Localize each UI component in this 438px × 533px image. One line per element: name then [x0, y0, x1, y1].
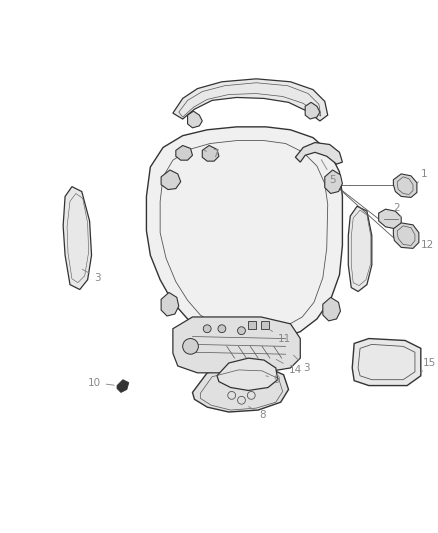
- Circle shape: [218, 325, 226, 333]
- Text: 2: 2: [393, 203, 401, 218]
- Polygon shape: [173, 79, 328, 121]
- Polygon shape: [63, 187, 92, 289]
- Text: 5: 5: [321, 159, 336, 185]
- Polygon shape: [325, 170, 343, 193]
- Text: 10: 10: [88, 377, 114, 387]
- Polygon shape: [161, 170, 181, 190]
- Polygon shape: [173, 317, 300, 373]
- Text: 11: 11: [270, 330, 291, 344]
- Bar: [248, 321, 256, 329]
- Polygon shape: [393, 174, 417, 197]
- Circle shape: [237, 327, 245, 335]
- Polygon shape: [348, 206, 372, 292]
- Polygon shape: [117, 379, 129, 392]
- Polygon shape: [379, 209, 401, 229]
- Text: 9: 9: [266, 375, 280, 385]
- Text: 12: 12: [419, 238, 434, 251]
- Polygon shape: [176, 146, 192, 160]
- Text: 14: 14: [276, 359, 302, 375]
- Polygon shape: [393, 223, 419, 248]
- Polygon shape: [192, 365, 289, 412]
- Polygon shape: [295, 142, 343, 164]
- Polygon shape: [161, 293, 179, 316]
- Polygon shape: [202, 146, 219, 161]
- Polygon shape: [187, 111, 202, 128]
- Text: 3: 3: [82, 269, 101, 283]
- Text: 1: 1: [417, 169, 427, 184]
- Bar: [261, 321, 269, 329]
- Polygon shape: [217, 358, 278, 391]
- Polygon shape: [323, 297, 340, 321]
- Circle shape: [183, 338, 198, 354]
- Polygon shape: [352, 338, 421, 385]
- Text: 15: 15: [421, 358, 436, 373]
- Text: 3: 3: [293, 355, 310, 373]
- Text: 8: 8: [249, 407, 266, 420]
- Polygon shape: [305, 102, 320, 119]
- Circle shape: [203, 325, 211, 333]
- Polygon shape: [146, 127, 343, 342]
- Text: 7: 7: [204, 149, 219, 159]
